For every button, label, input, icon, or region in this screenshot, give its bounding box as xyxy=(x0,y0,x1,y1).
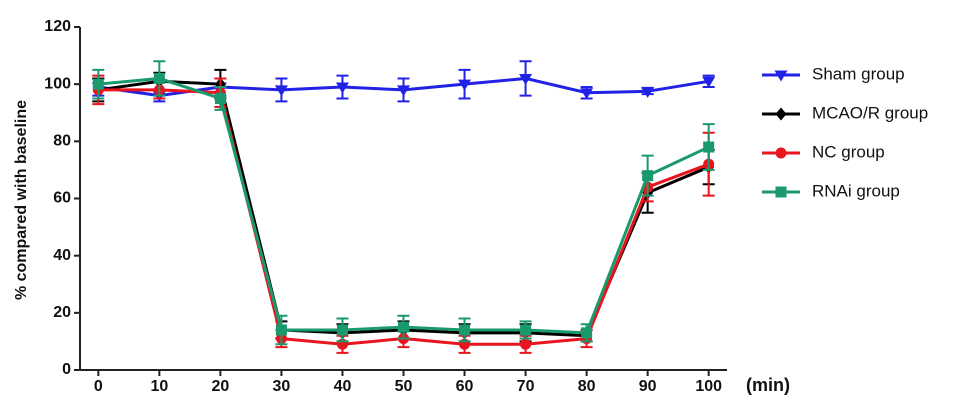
marker xyxy=(275,324,287,336)
legend-label: Sham group xyxy=(812,64,905,83)
marker xyxy=(641,86,655,98)
marker xyxy=(274,85,288,97)
y-tick-label: 40 xyxy=(53,247,71,264)
x-tick-label: 70 xyxy=(517,378,535,395)
marker xyxy=(214,92,226,104)
marker xyxy=(580,88,594,100)
x-tick-label: 40 xyxy=(334,378,352,395)
x-tick-label: 50 xyxy=(395,378,413,395)
marker xyxy=(398,321,409,333)
marker xyxy=(642,170,654,182)
x-axis-label: (min) xyxy=(746,375,790,395)
legend-label: RNAi group xyxy=(812,181,900,200)
marker xyxy=(775,107,787,121)
y-tick-label: 60 xyxy=(53,190,71,207)
marker xyxy=(458,79,472,91)
series-line xyxy=(98,88,710,346)
marker xyxy=(775,147,787,159)
y-tick-label: 120 xyxy=(44,18,71,35)
x-tick-label: 100 xyxy=(695,378,722,395)
marker xyxy=(336,324,348,336)
marker xyxy=(335,82,349,94)
marker xyxy=(775,186,787,198)
marker xyxy=(581,327,593,339)
marker xyxy=(519,73,533,85)
legend-label: NC group xyxy=(812,142,885,161)
x-tick-label: 20 xyxy=(211,378,229,395)
marker xyxy=(153,72,165,84)
y-tick-label: 0 xyxy=(62,361,71,378)
y-tick-label: 20 xyxy=(53,304,71,321)
series-line xyxy=(98,76,710,335)
y-tick-label: 100 xyxy=(44,75,71,92)
marker xyxy=(459,324,471,336)
marker xyxy=(520,338,532,350)
x-tick-label: 60 xyxy=(456,378,474,395)
marker xyxy=(397,85,410,97)
x-tick-label: 10 xyxy=(150,378,168,395)
marker xyxy=(702,76,716,88)
y-tick-label: 80 xyxy=(53,133,71,150)
x-tick-label: 0 xyxy=(94,378,103,395)
y-axis-label: % compared with baseline xyxy=(13,100,30,300)
marker xyxy=(92,78,104,90)
marker xyxy=(520,324,532,336)
series-line xyxy=(98,79,710,338)
x-tick-label: 90 xyxy=(639,378,657,395)
marker xyxy=(703,141,715,153)
x-tick-label: 30 xyxy=(273,378,291,395)
legend-label: MCAO/R group xyxy=(812,103,928,122)
marker xyxy=(774,70,788,82)
x-tick-label: 80 xyxy=(578,378,596,395)
